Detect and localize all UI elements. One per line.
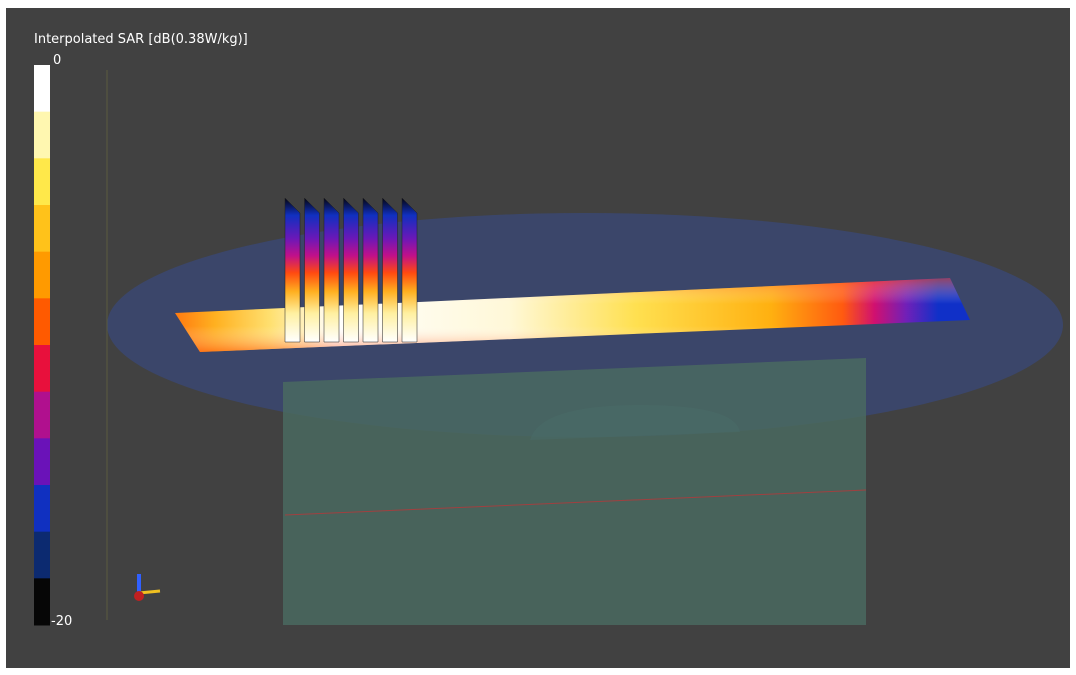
colorbar-band <box>34 578 50 625</box>
colorbar-band <box>34 252 50 299</box>
colorbar-band <box>34 298 50 345</box>
colorbar-band <box>34 158 50 205</box>
antenna-fin <box>344 198 359 342</box>
colorbar-max-label: 0 <box>53 53 61 68</box>
antenna-fin <box>305 198 320 342</box>
colorbar-band <box>34 485 50 532</box>
antenna-fin <box>402 198 417 342</box>
colorbar-band <box>34 112 50 159</box>
phantom-box <box>283 358 866 625</box>
colorbar-band <box>34 532 50 579</box>
colorbar-min-label: -20 <box>51 614 72 629</box>
antenna-fins <box>285 198 417 342</box>
colorbar-band <box>34 205 50 252</box>
colorbar-band <box>34 65 50 112</box>
render-view: Interpolated SAR [dB(0.38W/kg)] 0 -20 <box>0 0 1076 675</box>
antenna-fin <box>383 198 398 342</box>
viewport-window: Interpolated SAR [dB(0.38W/kg)] 0 -20 <box>0 0 1076 675</box>
antenna-fin <box>285 198 300 342</box>
antenna-fin <box>363 198 378 342</box>
antenna-fin <box>324 198 339 342</box>
axis-origin <box>134 591 144 601</box>
colorbar-title: Interpolated SAR [dB(0.38W/kg)] <box>34 32 248 47</box>
colorbar <box>34 65 50 626</box>
colorbar-band <box>34 345 50 392</box>
colorbar-band <box>34 392 50 439</box>
colorbar-band <box>34 438 50 485</box>
